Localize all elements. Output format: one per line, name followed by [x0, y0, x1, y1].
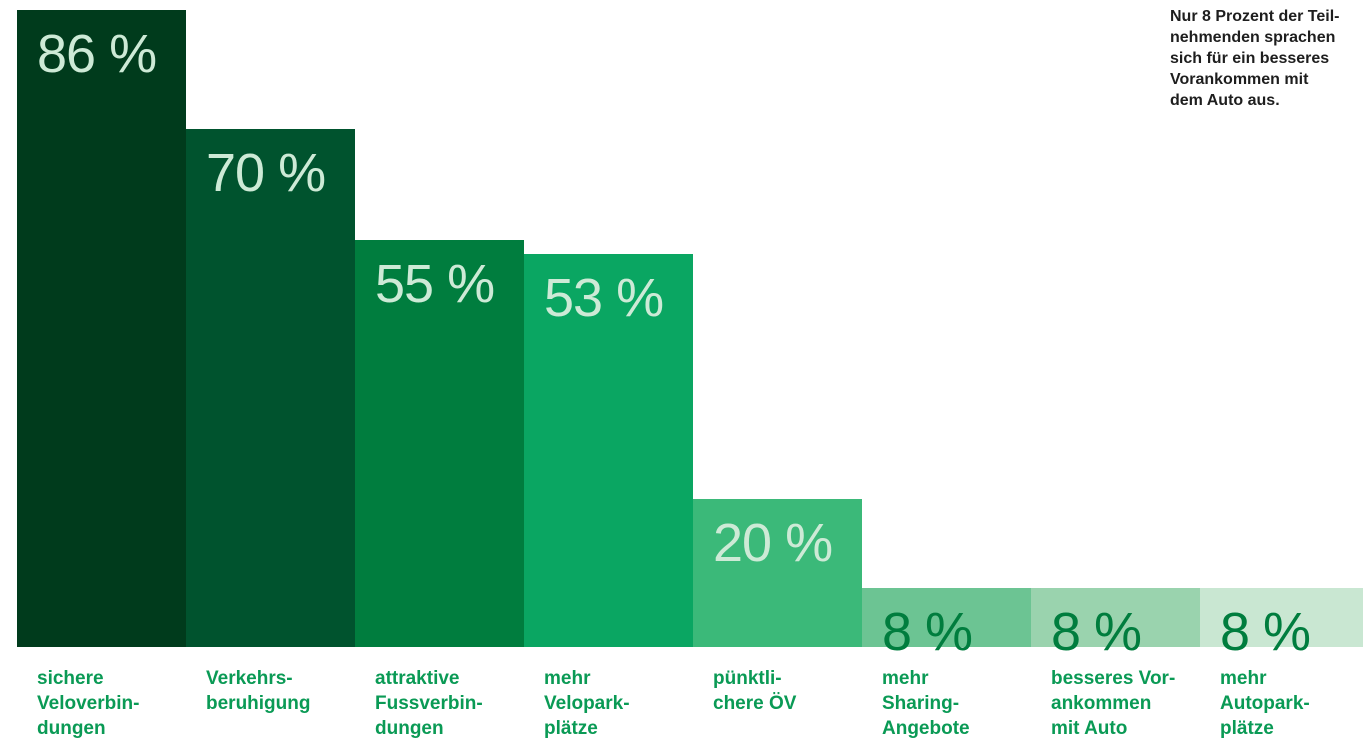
chart-annotation: Nur 8 Prozent der Teil- nehmenden sprach…	[1170, 8, 1340, 109]
bar: 8 %	[862, 588, 1031, 662]
bar-value-label: 55 %	[375, 254, 495, 314]
category-label: pünktli- chere ÖV	[713, 668, 797, 714]
category-label: sichere Veloverbin- dungen	[37, 668, 140, 739]
bar-value-label: 53 %	[544, 268, 664, 328]
bar: 53 %	[524, 254, 693, 647]
category-label: mehr Velopark- plätze	[544, 668, 630, 739]
category-label: mehr Autopark- plätze	[1220, 668, 1310, 739]
bar: 20 %	[693, 499, 862, 647]
bar-value-label: 8 %	[882, 602, 973, 662]
bar: 8 %	[1200, 588, 1363, 662]
bar-value-label: 20 %	[713, 513, 833, 573]
bar-value-label: 8 %	[1220, 602, 1311, 662]
bar-value-label: 86 %	[37, 24, 157, 84]
bar: 8 %	[1031, 588, 1200, 662]
category-label: attraktive Fussverbin- dungen	[375, 668, 483, 739]
bar: 86 %	[17, 10, 186, 647]
bar: 55 %	[355, 240, 524, 647]
bar: 70 %	[186, 129, 355, 647]
category-label: Verkehrs- beruhigung	[206, 668, 311, 714]
category-label: mehr Sharing- Angebote	[882, 668, 970, 739]
bar-value-label: 70 %	[206, 143, 326, 203]
bar-value-label: 8 %	[1051, 602, 1142, 662]
category-label: besseres Vor- ankommen mit Auto	[1051, 668, 1176, 739]
